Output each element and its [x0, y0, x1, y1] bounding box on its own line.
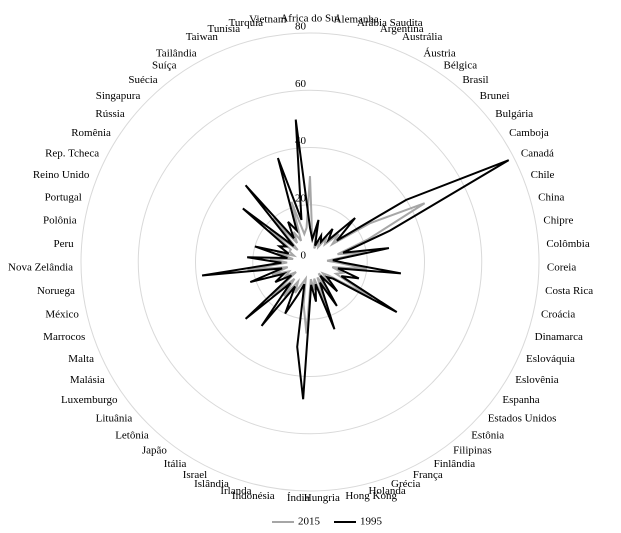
legend-label: 2015	[298, 516, 321, 528]
category-label: Lituânia	[96, 412, 133, 424]
category-label: Estados Unidos	[488, 412, 557, 424]
category-label: Costa Rica	[545, 285, 593, 297]
category-label: França	[413, 469, 443, 481]
grid-ring	[195, 147, 425, 377]
category-label: Noruega	[37, 285, 75, 297]
category-label: Reino Unido	[33, 169, 90, 181]
category-label: Islândia	[194, 478, 229, 490]
category-label: Eslováquia	[526, 353, 575, 365]
category-label: Malta	[68, 353, 94, 365]
r-tick-label: 40	[295, 135, 307, 147]
category-label: Suécia	[128, 74, 157, 86]
category-label: Estônia	[471, 429, 504, 441]
category-label: Hong Kong	[345, 490, 397, 502]
r-tick-label: 80	[295, 21, 307, 33]
category-label: Grécia	[391, 478, 420, 490]
category-label: Bulgária	[495, 108, 533, 120]
category-label: Filipinas	[453, 444, 492, 456]
series-line	[201, 119, 510, 400]
category-label: Espanha	[502, 394, 539, 406]
category-label: Dinamarca	[535, 331, 583, 343]
category-label: Chile	[531, 169, 555, 181]
r-tick-label: 60	[295, 78, 307, 90]
category-label: Austrália	[402, 31, 442, 43]
category-label: Nova Zelândia	[8, 261, 73, 273]
legend-label: 1995	[360, 516, 383, 528]
category-label: Letônia	[115, 429, 149, 441]
category-label: Finlândia	[434, 458, 476, 470]
category-label: Japão	[142, 444, 168, 456]
category-label: Colômbia	[546, 238, 590, 250]
category-label: Camboja	[509, 127, 549, 139]
category-label: Polônia	[43, 214, 77, 226]
grid-ring	[252, 204, 368, 320]
category-label: Luxemburgo	[61, 394, 118, 406]
category-label: Tunísia	[208, 23, 241, 35]
category-label: Irlanda	[220, 485, 251, 497]
category-label: Taiwan	[186, 31, 219, 43]
category-label: Vietnam	[249, 14, 287, 26]
category-label: Áustria	[423, 47, 456, 59]
category-label: Rep. Tcheca	[45, 147, 99, 159]
category-label: Marrocos	[43, 331, 85, 343]
category-label: Brunei	[480, 90, 510, 102]
category-label: China	[538, 191, 564, 203]
category-label: Brasil	[462, 74, 488, 86]
category-label: Bélgica	[444, 60, 478, 72]
category-label: Portugal	[45, 191, 82, 203]
r-tick-label: 0	[301, 250, 307, 262]
category-label: México	[45, 308, 79, 320]
category-label: Suíça	[152, 60, 177, 72]
category-label: Coreia	[547, 261, 576, 273]
category-label: Singapura	[96, 90, 141, 102]
category-label: Itália	[164, 458, 187, 470]
category-label: Chipre	[543, 214, 573, 226]
category-label: Romênia	[71, 127, 111, 139]
category-label: Croácia	[541, 308, 575, 320]
category-label: Tailândia	[156, 47, 197, 59]
category-label: Alemanha	[334, 14, 379, 26]
grid-ring	[137, 89, 483, 435]
category-label: Indonésia	[232, 490, 275, 502]
category-label: Malásia	[70, 374, 105, 386]
grid-ring	[80, 32, 540, 492]
category-label: Canadá	[521, 147, 554, 159]
category-label: Hungria	[304, 492, 340, 504]
category-label: Israel	[183, 469, 207, 481]
category-label: Peru	[53, 238, 74, 250]
category-label: Rússia	[95, 108, 124, 120]
category-label: Arábia Saudita	[357, 17, 423, 29]
category-label: Índia	[287, 492, 310, 504]
category-label: Argentina	[380, 23, 424, 35]
category-label: Eslovênia	[515, 374, 558, 386]
category-label: Turquia	[229, 17, 264, 29]
category-label: Africa do Sul	[280, 13, 339, 25]
category-label: Holanda	[368, 485, 405, 497]
